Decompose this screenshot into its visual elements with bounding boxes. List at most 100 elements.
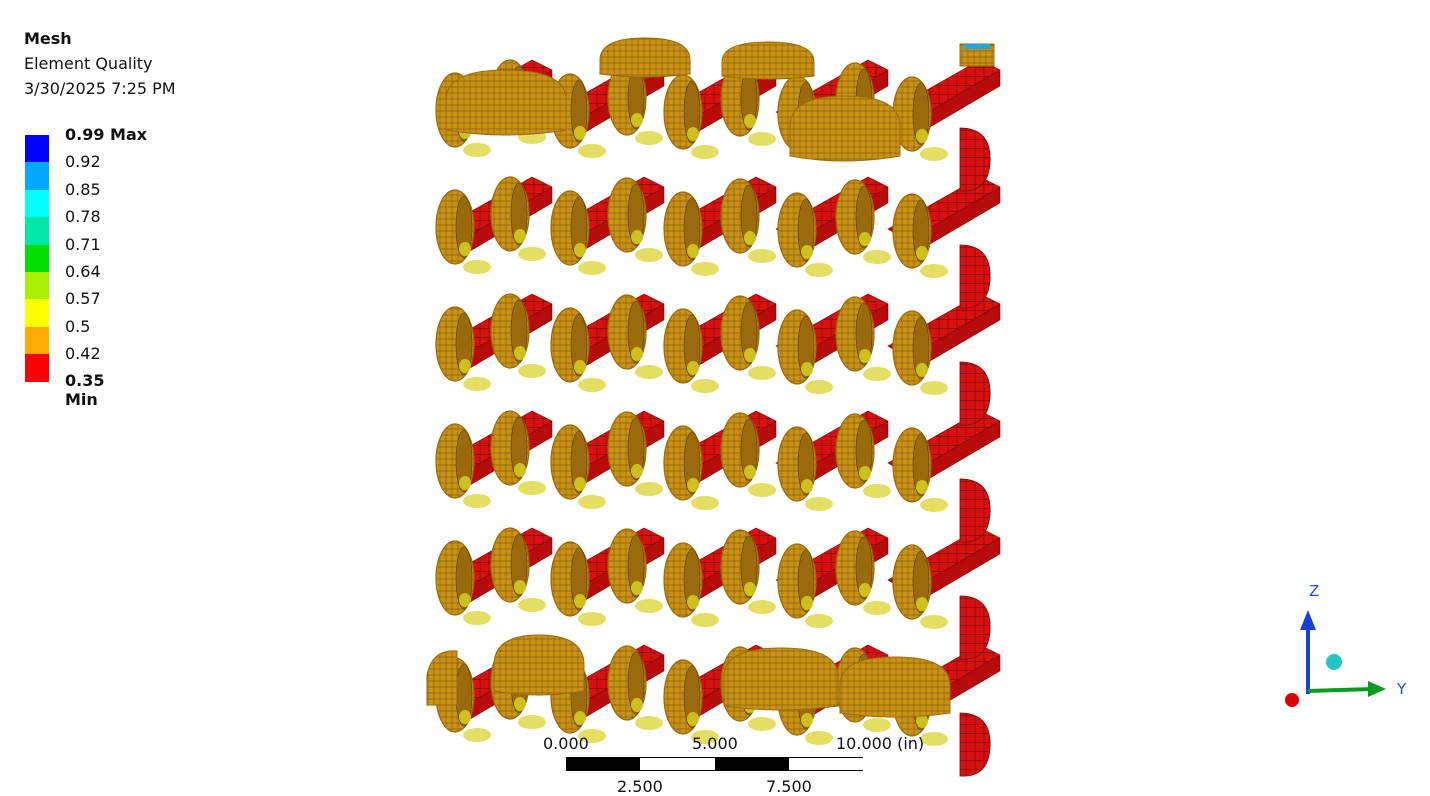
quality-patch: [574, 477, 586, 491]
quality-patch: [631, 230, 643, 244]
quality-patch: [744, 465, 756, 479]
x-axis-marker: [1285, 693, 1299, 707]
coil-inner: [455, 546, 473, 610]
coil-inner: [455, 195, 473, 259]
legend-label-2: 0.85: [65, 179, 101, 199]
top-bend-left: [445, 69, 567, 136]
quality-patch: [691, 379, 719, 393]
tube-end-cap: [959, 127, 991, 192]
legend-label-7: 0.5: [65, 316, 91, 336]
quality-patch: [514, 346, 526, 360]
y-axis-label: Y: [1397, 680, 1407, 698]
quality-patch: [744, 231, 756, 245]
iso-view-ball[interactable]: [1326, 654, 1342, 670]
quality-patch: [916, 597, 928, 611]
coil-inner: [683, 431, 701, 495]
quality-patch: [744, 348, 756, 362]
quality-patch: [805, 614, 833, 628]
quality-patch: [518, 364, 546, 378]
coil-inner: [683, 548, 701, 612]
quality-patch: [920, 381, 948, 395]
tube-end-cap: [959, 478, 991, 543]
coil-inner: [912, 316, 930, 380]
quality-patch: [635, 248, 663, 262]
quality-patch: [518, 481, 546, 495]
quality-patch: [801, 596, 813, 610]
legend-label-max: 0.99 Max: [65, 125, 148, 144]
coil-inner: [912, 433, 930, 497]
coil-inner: [683, 665, 701, 729]
coil-inner: [683, 314, 701, 378]
result-title: Mesh: [24, 29, 72, 48]
coil-inner: [740, 301, 758, 365]
quality-patch: [687, 127, 699, 141]
quality-patch: [801, 479, 813, 493]
legend-label-3: 0.78: [65, 207, 101, 227]
scale-segment-4: [789, 757, 863, 771]
legend-label-8: 0.42: [65, 344, 101, 364]
quality-patch: [687, 712, 699, 726]
quality-patch: [635, 365, 663, 379]
quality-patch: [863, 250, 891, 264]
quality-patch: [801, 713, 813, 727]
quality-patch: [748, 600, 776, 614]
quality-patch: [459, 593, 471, 607]
quality-patch: [801, 245, 813, 259]
quality-patch: [514, 580, 526, 594]
scale-label-0: 0.000: [543, 734, 589, 753]
quality-patch: [631, 464, 643, 478]
quality-patch: [859, 349, 871, 363]
coil-inner: [855, 185, 873, 249]
scale-label-5: 5.000: [692, 734, 738, 753]
quality-patch: [805, 731, 833, 745]
quality-patch: [805, 380, 833, 394]
quality-patch: [863, 601, 891, 615]
quality-patch: [631, 698, 643, 712]
quality-patch: [920, 147, 948, 161]
result-subtitle: Element Quality: [24, 54, 153, 73]
quality-patch: [920, 264, 948, 278]
quality-patch: [916, 363, 928, 377]
coil-inner: [797, 315, 815, 379]
quality-patch: [578, 729, 606, 743]
quality-patch: [578, 144, 606, 158]
coil-inner: [455, 429, 473, 493]
legend-swatch-6: [25, 299, 49, 327]
quality-patch: [459, 476, 471, 490]
tube-end-cap: [959, 595, 991, 660]
quality-patch: [863, 718, 891, 732]
quality-patch: [635, 482, 663, 496]
quality-patch: [920, 498, 948, 512]
quality-patch: [859, 232, 871, 246]
quality-patch: [459, 359, 471, 373]
quality-patch: [916, 480, 928, 494]
quality-patch: [578, 612, 606, 626]
quality-patch: [631, 113, 643, 127]
axis-triad[interactable]: [1285, 610, 1386, 707]
inlet-port: [426, 650, 458, 706]
quality-patch: [635, 716, 663, 730]
quality-patch: [514, 229, 526, 243]
quality-patch: [463, 494, 491, 508]
quality-patch: [574, 594, 586, 608]
bottom-bend-2: [723, 647, 839, 711]
quality-patch: [748, 132, 776, 146]
quality-patch: [691, 613, 719, 627]
quality-patch: [574, 243, 586, 257]
coil-inner: [683, 197, 701, 261]
quality-patch: [578, 378, 606, 392]
result-timestamp: 3/30/2025 7:25 PM: [24, 79, 176, 98]
top-bend-right: [789, 95, 901, 162]
scale-label-10: 10.000 (in): [836, 734, 925, 753]
quality-patch: [514, 463, 526, 477]
quality-patch: [859, 583, 871, 597]
coil-inner: [740, 184, 758, 248]
scale-segment-2: [640, 757, 715, 771]
coil-inner: [912, 550, 930, 614]
coil-inner: [570, 313, 588, 377]
coil-inner: [627, 651, 645, 715]
top-bend-mid: [599, 37, 691, 78]
quality-patch: [631, 347, 643, 361]
quality-patch: [574, 711, 586, 725]
